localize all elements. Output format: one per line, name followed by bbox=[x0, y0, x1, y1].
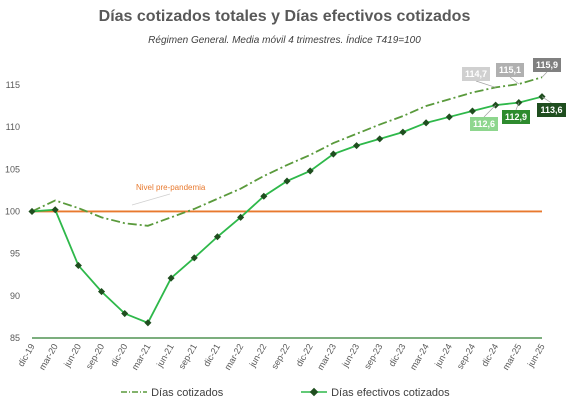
data-label-leader-4 bbox=[515, 102, 520, 111]
x-tick-label-mar-21: mar-21 bbox=[130, 342, 153, 372]
data-label-leader-3 bbox=[483, 104, 496, 118]
x-tick-label-dic-24: dic-24 bbox=[479, 342, 500, 368]
x-tick-label-jun-23: jun-23 bbox=[340, 342, 362, 370]
series-marker-dias-efectivos-mar-21 bbox=[144, 319, 152, 327]
data-label-box-5 bbox=[537, 103, 566, 117]
x-tick-label-jun-20: jun-20 bbox=[61, 342, 83, 370]
x-tick-label-sep-21: sep-21 bbox=[177, 342, 199, 371]
series-marker-dias-efectivos-dic-19 bbox=[28, 207, 36, 215]
y-tick-label-95: 95 bbox=[10, 249, 20, 259]
series-marker-dias-efectivos-sep-24 bbox=[468, 107, 476, 115]
x-tick-label-mar-20: mar-20 bbox=[37, 342, 60, 372]
x-tick-label-dic-19: dic-19 bbox=[16, 342, 37, 368]
data-label-leader-2 bbox=[541, 71, 548, 78]
series-marker-dias-efectivos-dic-22 bbox=[306, 167, 314, 175]
series-marker-dias-efectivos-mar-23 bbox=[329, 150, 337, 158]
y-tick-label-115: 115 bbox=[6, 80, 20, 90]
series-marker-dias-efectivos-sep-22 bbox=[283, 177, 291, 185]
reference-line-label: Nivel pre-pandemia bbox=[136, 183, 206, 192]
x-tick-label-sep-20: sep-20 bbox=[84, 342, 106, 371]
x-tick-label-dic-21: dic-21 bbox=[201, 342, 222, 368]
series-marker-dias-efectivos-jun-21 bbox=[167, 274, 175, 282]
y-tick-label-90: 90 bbox=[10, 291, 20, 301]
x-tick-label-sep-22: sep-22 bbox=[269, 342, 291, 371]
x-tick-label-mar-24: mar-24 bbox=[408, 342, 431, 372]
x-tick-label-sep-24: sep-24 bbox=[455, 342, 477, 371]
data-label-leader-0 bbox=[475, 80, 496, 88]
x-tick-label-mar-22: mar-22 bbox=[222, 342, 245, 372]
x-tick-label-dic-23: dic-23 bbox=[387, 342, 408, 368]
x-tick-label-dic-22: dic-22 bbox=[294, 342, 315, 368]
data-label-box-4 bbox=[502, 110, 530, 124]
chart-subtitle: Régimen General. Media móvil 4 trimestre… bbox=[148, 35, 421, 46]
x-tick-label-jun-21: jun-21 bbox=[154, 342, 176, 370]
data-label-box-3 bbox=[470, 117, 498, 131]
series-marker-dias-efectivos-sep-20 bbox=[98, 288, 106, 296]
legend-label-dias-efectivos: Días efectivos cotizados bbox=[331, 387, 450, 399]
x-tick-label-jun-24: jun-24 bbox=[432, 342, 454, 370]
data-label-box-0 bbox=[462, 67, 490, 81]
legend-swatch-dias-cotizados bbox=[121, 391, 147, 393]
series-marker-dias-efectivos-jun-23 bbox=[353, 142, 361, 150]
data-label-115,9: 115,9 bbox=[536, 60, 558, 70]
data-label-box-2 bbox=[533, 58, 561, 72]
x-tick-label-jun-22: jun-22 bbox=[247, 342, 269, 370]
series-marker-dias-efectivos-dic-21 bbox=[213, 233, 221, 241]
series-line-dias-efectivos bbox=[31, 95, 543, 324]
y-tick-label-105: 105 bbox=[5, 164, 20, 174]
y-tick-label-110: 110 bbox=[6, 122, 20, 132]
series-marker-dias-efectivos-sep-23 bbox=[376, 135, 384, 143]
data-label-112,9: 112,9 bbox=[505, 112, 527, 122]
data-label-leader-1 bbox=[509, 76, 520, 85]
x-tick-label-dic-20: dic-20 bbox=[109, 342, 130, 368]
x-tick-label-mar-25: mar-25 bbox=[501, 342, 524, 372]
series-marker-dias-efectivos-mar-20 bbox=[51, 206, 59, 214]
y-tick-label-85: 85 bbox=[10, 333, 20, 343]
series-marker-dias-efectivos-jun-24 bbox=[445, 113, 453, 121]
series-marker-dias-efectivos-jun-20 bbox=[74, 261, 82, 269]
data-label-115,1: 115,1 bbox=[499, 65, 521, 75]
data-label-112,6: 112,6 bbox=[473, 119, 495, 129]
data-label-box-1 bbox=[496, 63, 524, 77]
legend-item-dias-cotizados: Días cotizados bbox=[120, 386, 223, 399]
series-marker-dias-efectivos-sep-21 bbox=[190, 254, 198, 262]
x-tick-label-sep-23: sep-23 bbox=[362, 342, 384, 371]
legend-item-dias-efectivos: Días efectivos cotizados bbox=[300, 386, 450, 399]
series-line-dias-cotizados bbox=[31, 76, 543, 227]
series-marker-dias-efectivos-jun-22 bbox=[260, 192, 268, 200]
data-label-114,7: 114,7 bbox=[465, 69, 487, 79]
series-marker-dias-efectivos-mar-24 bbox=[422, 119, 430, 127]
y-tick-label-100: 100 bbox=[5, 206, 20, 216]
series-marker-dias-efectivos-mar-22 bbox=[237, 213, 245, 221]
x-tick-label-mar-23: mar-23 bbox=[315, 342, 338, 372]
data-label-leader-5 bbox=[541, 96, 552, 104]
reference-line-label-leader bbox=[131, 193, 171, 206]
data-label-113,6: 113,6 bbox=[540, 105, 562, 115]
x-tick-label-jun-25: jun-25 bbox=[525, 342, 547, 370]
chart-title: Días cotizados totales y Días efectivos … bbox=[98, 8, 471, 25]
legend-label-dias-cotizados: Días cotizados bbox=[151, 387, 224, 399]
series-marker-dias-efectivos-dic-23 bbox=[399, 128, 407, 136]
legend-swatch-dias-efectivos bbox=[301, 387, 327, 397]
series-marker-dias-efectivos-dic-20 bbox=[121, 309, 129, 318]
